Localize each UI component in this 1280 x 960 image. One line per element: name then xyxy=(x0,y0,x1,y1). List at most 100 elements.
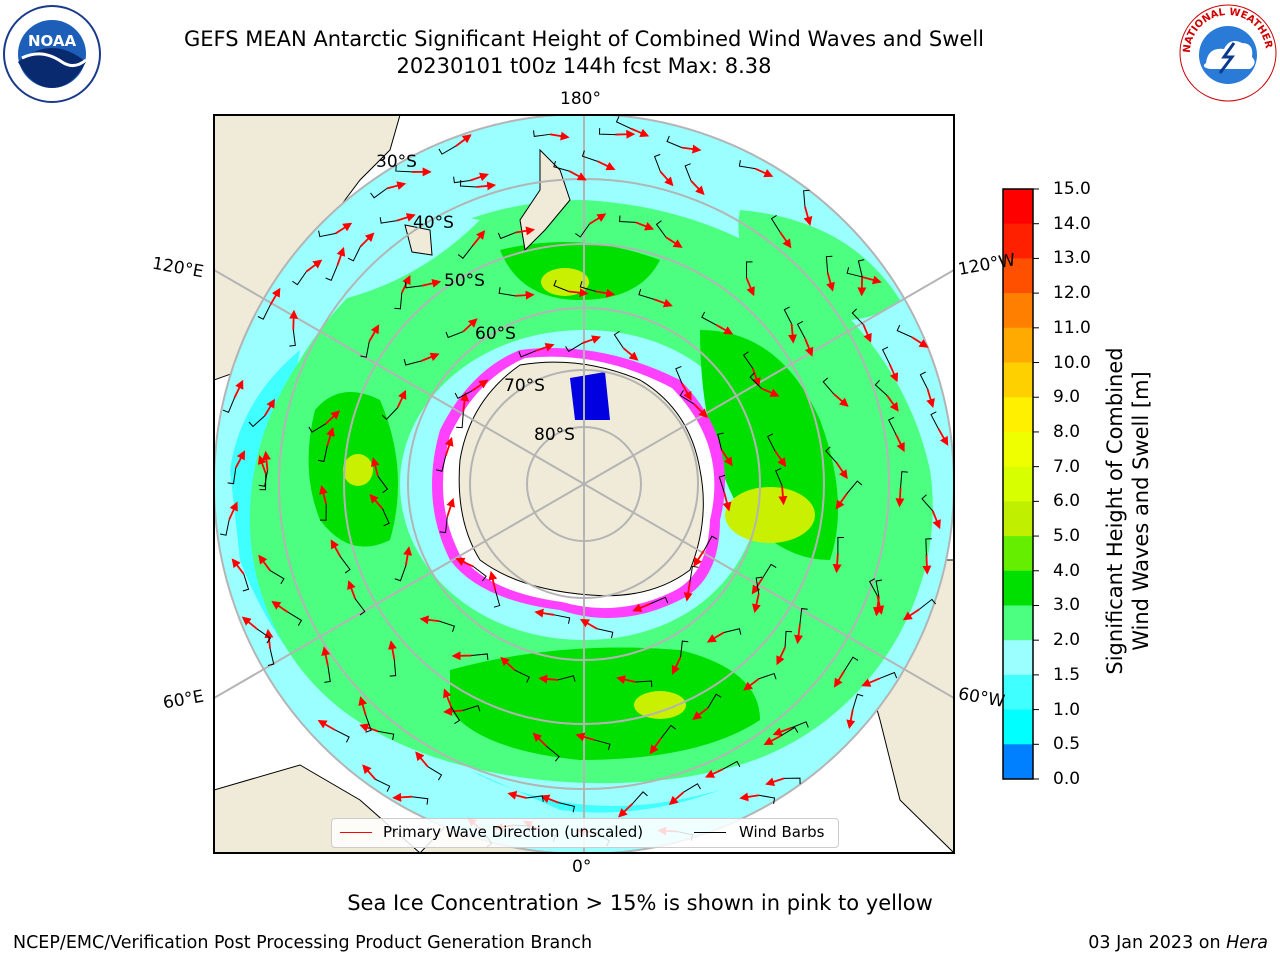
wave-peak-south xyxy=(634,691,686,719)
colorbar-swatch xyxy=(1003,501,1033,537)
wind-barb xyxy=(269,570,285,585)
wind-barb xyxy=(450,706,461,725)
wave-direction-arrow xyxy=(862,275,882,285)
colorbar-tick-label: 15.0 xyxy=(1053,179,1091,199)
wind-barb xyxy=(703,535,718,551)
wind-barb xyxy=(683,783,701,793)
wind-barb xyxy=(635,680,653,688)
wind-barb xyxy=(222,397,236,414)
antarctica-landmass xyxy=(458,361,704,597)
wind-barb xyxy=(749,372,762,389)
wave-direction-arrow xyxy=(926,388,935,408)
wind-barb xyxy=(775,467,783,486)
wind-barb xyxy=(553,614,571,624)
colorbar-tick-label: 0.5 xyxy=(1053,734,1081,755)
graticule xyxy=(214,115,954,853)
wave-direction-arrow xyxy=(462,318,478,333)
wave-direction-arrow xyxy=(476,181,497,191)
wave-direction-arrow xyxy=(258,554,271,572)
wind-barb xyxy=(347,246,361,262)
wave-direction-arrow xyxy=(833,393,849,407)
footer-host: Hera xyxy=(1226,933,1268,953)
wave-peak-north xyxy=(541,268,589,296)
wave-direction-arrow xyxy=(419,615,440,625)
wave-direction-arrow xyxy=(873,596,882,617)
wind-barb xyxy=(454,390,473,399)
new-zealand-landmass xyxy=(519,148,571,252)
wave-direction-arrow xyxy=(579,618,598,630)
wind-barb xyxy=(456,411,464,429)
wave-direction-arrow xyxy=(671,656,682,675)
wind-barb xyxy=(755,576,763,594)
wave-peak-east xyxy=(725,487,815,543)
legend-barb-line xyxy=(694,832,726,833)
wave-direction-arrow xyxy=(681,383,692,401)
wind-barb xyxy=(780,726,799,737)
chart-subtitle: 20230101 t00z 144h fcst Max: 8.38 xyxy=(396,54,772,78)
wind-barb xyxy=(666,135,683,149)
wind-barb xyxy=(382,508,390,527)
wave-direction-arrow xyxy=(534,608,555,618)
wave-direction-arrow xyxy=(597,160,616,171)
colorbar-swatch xyxy=(1003,570,1033,606)
wave-direction-arrow xyxy=(319,485,328,505)
wave-direction-arrow xyxy=(589,213,607,225)
wave-direction-arrow xyxy=(515,226,536,236)
wind-barb xyxy=(679,390,695,405)
wave-direction-arrow xyxy=(720,449,733,467)
wave-direction-arrow xyxy=(257,455,267,475)
wave-direction-arrow xyxy=(231,558,245,575)
wave-direction-arrow xyxy=(888,363,899,383)
wave-direction-arrow xyxy=(234,450,246,469)
wind-barb xyxy=(723,628,742,635)
wind-barb xyxy=(318,230,336,238)
footer-date-text: 03 Jan 2023 on xyxy=(1088,933,1227,953)
wave-direction-arrow xyxy=(779,231,792,249)
wave-direction-arrow xyxy=(911,336,929,348)
wave-direction-arrow xyxy=(659,170,674,187)
wind-barbs xyxy=(220,116,939,848)
wind-barb xyxy=(689,565,699,583)
wave-direction-arrow xyxy=(722,492,732,512)
wind-barb xyxy=(242,573,250,592)
ross-ice-shelf xyxy=(570,372,610,420)
colorbar-tick-label: 1.0 xyxy=(1053,699,1081,720)
wave-direction-arrow xyxy=(396,213,416,222)
wind-barb xyxy=(919,598,937,610)
colorbar-swatch xyxy=(1003,709,1033,745)
wind-barb xyxy=(377,475,389,494)
colorbar-tick-label: 2.0 xyxy=(1053,630,1081,651)
wind-barb xyxy=(227,467,237,485)
wave-direction-arrow xyxy=(922,554,932,575)
colorbar-tick-label: 4.0 xyxy=(1053,560,1081,581)
wind-barb xyxy=(881,346,891,365)
wave-direction-arrow xyxy=(804,338,814,357)
wind-barb xyxy=(851,308,864,325)
wave-direction-arrow xyxy=(715,323,734,335)
wave-band-high-south xyxy=(450,647,760,760)
legend-wave-line xyxy=(340,832,372,833)
wind-barb xyxy=(308,423,326,433)
wind-barb xyxy=(722,760,741,770)
wind-barb xyxy=(888,416,897,435)
colorbar-frame xyxy=(1002,188,1034,780)
wave-direction-arrow xyxy=(751,368,761,388)
wind-barb xyxy=(868,578,878,596)
colorbar-swatch xyxy=(1003,536,1033,572)
wind-barb xyxy=(518,350,537,358)
legend-wave-label: Primary Wave Direction (unscaled) xyxy=(383,823,644,841)
map-legend: Primary Wave Direction (unscaled) Wind B… xyxy=(331,818,839,848)
colorbar-swatch xyxy=(1003,744,1033,780)
wave-direction-arrow xyxy=(886,395,899,412)
wave-direction-arrow xyxy=(241,616,258,630)
wave-direction-arrow xyxy=(359,723,379,733)
wind-barb xyxy=(579,280,596,292)
colorbar-swatch xyxy=(1003,605,1033,641)
wind-barb xyxy=(879,671,898,679)
wave-direction-arrow xyxy=(575,732,595,742)
wind-barb xyxy=(680,640,689,658)
wind-barb xyxy=(919,371,928,390)
wind-barb xyxy=(370,187,388,199)
wave-direction-arrow xyxy=(549,131,570,141)
